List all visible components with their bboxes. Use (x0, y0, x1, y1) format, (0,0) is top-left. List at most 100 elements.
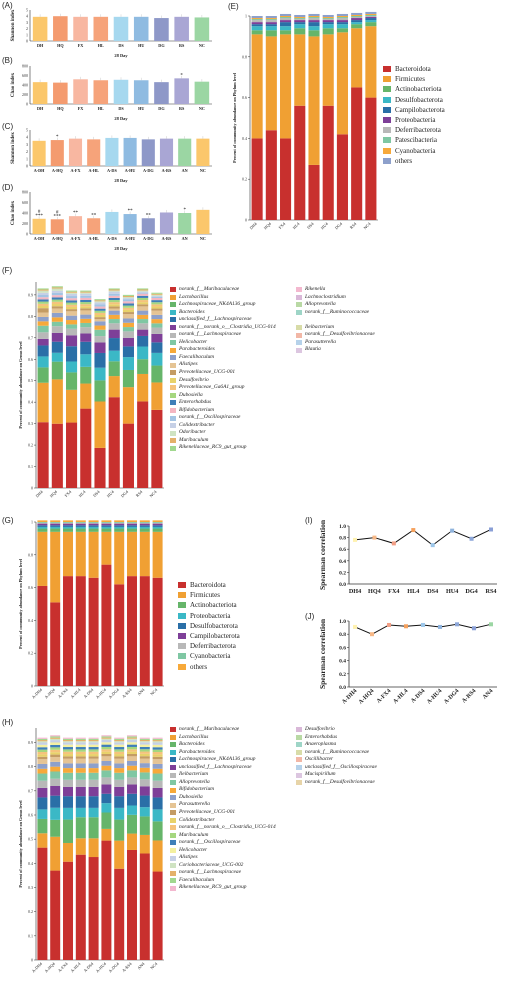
data-point (353, 624, 357, 629)
stack-segment (80, 354, 92, 367)
legend-swatch (178, 643, 186, 650)
significance-mark: * (183, 208, 186, 213)
x-tick-label: HQ4 (263, 221, 273, 231)
stack-segment (75, 740, 86, 742)
stack-segment (365, 22, 377, 27)
stack-segment (137, 329, 149, 336)
bar (93, 16, 109, 41)
legend-label: Desulfovibrio (305, 726, 335, 732)
stack-segment (88, 528, 99, 532)
stack-segment (127, 746, 137, 750)
y-tick-label: 5 (26, 128, 28, 133)
stack-segment (101, 564, 112, 686)
y-tick-label: 800 (22, 190, 28, 195)
legend-swatch (170, 317, 176, 323)
stack-segment (108, 376, 120, 398)
stack-segment (114, 522, 125, 523)
y-tick-label: 0.4 (339, 659, 346, 665)
stack-segment (114, 840, 125, 869)
data-point (450, 528, 455, 533)
stack-segment (51, 297, 63, 300)
stack-segment (122, 337, 134, 347)
stack-segment (351, 16, 363, 18)
stack-segment (37, 422, 49, 488)
stack-segment (51, 308, 63, 313)
stack-segment (101, 770, 112, 778)
stack-segment (365, 11, 377, 14)
legend-swatch (296, 287, 302, 293)
stack-segment (127, 736, 137, 738)
legend-item: norank_f__Desulfovibrionaceae (296, 779, 377, 787)
stack-segment (137, 290, 149, 292)
stack-segment (37, 833, 48, 848)
stack-segment (63, 523, 73, 526)
stack-segment (37, 345, 49, 357)
stack-segment (101, 528, 112, 532)
stack-segment (351, 14, 363, 16)
stack-segment (114, 742, 125, 745)
legend-item: Ileibacterium (170, 771, 276, 779)
x-tick-label: A-HQ4 (43, 687, 56, 700)
legend-item: norank_f__Muribaculaceae (170, 286, 276, 294)
y-tick-label: 0.6 (28, 813, 33, 818)
stack-segment (127, 784, 137, 794)
stack-segment (50, 528, 61, 532)
stack-segment (137, 295, 149, 298)
stack-segment (127, 523, 137, 526)
legend-swatch (170, 848, 176, 854)
stack-segment (80, 327, 92, 334)
y-tick-label: 0 (31, 684, 33, 689)
stack-segment (137, 319, 149, 324)
legend-item: Rikenellaceae_RC9_gut_group (170, 444, 276, 452)
y-tick-label: 0.2 (28, 443, 33, 448)
x-tick-label: DG (158, 43, 165, 48)
stack-segment (122, 303, 134, 306)
x-tick-label: A-FX (70, 236, 80, 241)
legend-item: Parabacteroides (170, 346, 276, 354)
stack-segment (63, 741, 73, 743)
y-tick-label: 0.2 (339, 672, 346, 678)
legend-item: Helicobacter (170, 339, 276, 347)
x-tick-label: RS (179, 43, 185, 48)
stack-segment (50, 520, 61, 522)
y-tick-label: 1.0 (339, 619, 346, 625)
stack-segment (251, 22, 263, 25)
y-axis-label: Percent of community abundance on Genus … (18, 341, 23, 429)
legend-item: Bifidobacterium (170, 786, 276, 794)
stack-segment (122, 369, 134, 388)
stack-segment (75, 751, 86, 755)
stack-segment (139, 746, 150, 750)
stack-segment (151, 304, 163, 307)
stack-segment (50, 744, 61, 748)
stack-segment (50, 819, 61, 837)
panel-label-f: (F) (2, 266, 13, 275)
stack-segment (251, 30, 263, 35)
y-tick-label: 1 (26, 156, 28, 161)
stack-segment (114, 772, 125, 780)
stack-segment (365, 13, 377, 15)
stack-segment (308, 13, 320, 16)
stack-segment (75, 772, 86, 780)
legend-swatch (170, 870, 176, 876)
stack-segment (94, 352, 106, 368)
stack-segment (137, 304, 149, 307)
y-tick-label: 4 (26, 14, 28, 19)
phylum-stacked-chart-e: 0 0.2 0.4 0.6 0.8 1 Percent of community abund… (232, 11, 378, 231)
data-point (370, 632, 374, 637)
stack-segment (51, 321, 63, 327)
stack-segment (51, 295, 63, 298)
stack-segment (365, 14, 377, 16)
stack-segment (50, 735, 61, 737)
stack-segment (94, 308, 106, 311)
significance-mark: * (56, 135, 59, 140)
stack-segment (101, 777, 112, 785)
stack-segment (308, 30, 320, 37)
stack-segment (63, 861, 73, 960)
stack-segment (127, 814, 137, 834)
bar (174, 16, 189, 41)
legend-item: Alloprevotella (296, 301, 375, 309)
stack-segment (37, 325, 49, 333)
stack-segment (50, 757, 61, 762)
